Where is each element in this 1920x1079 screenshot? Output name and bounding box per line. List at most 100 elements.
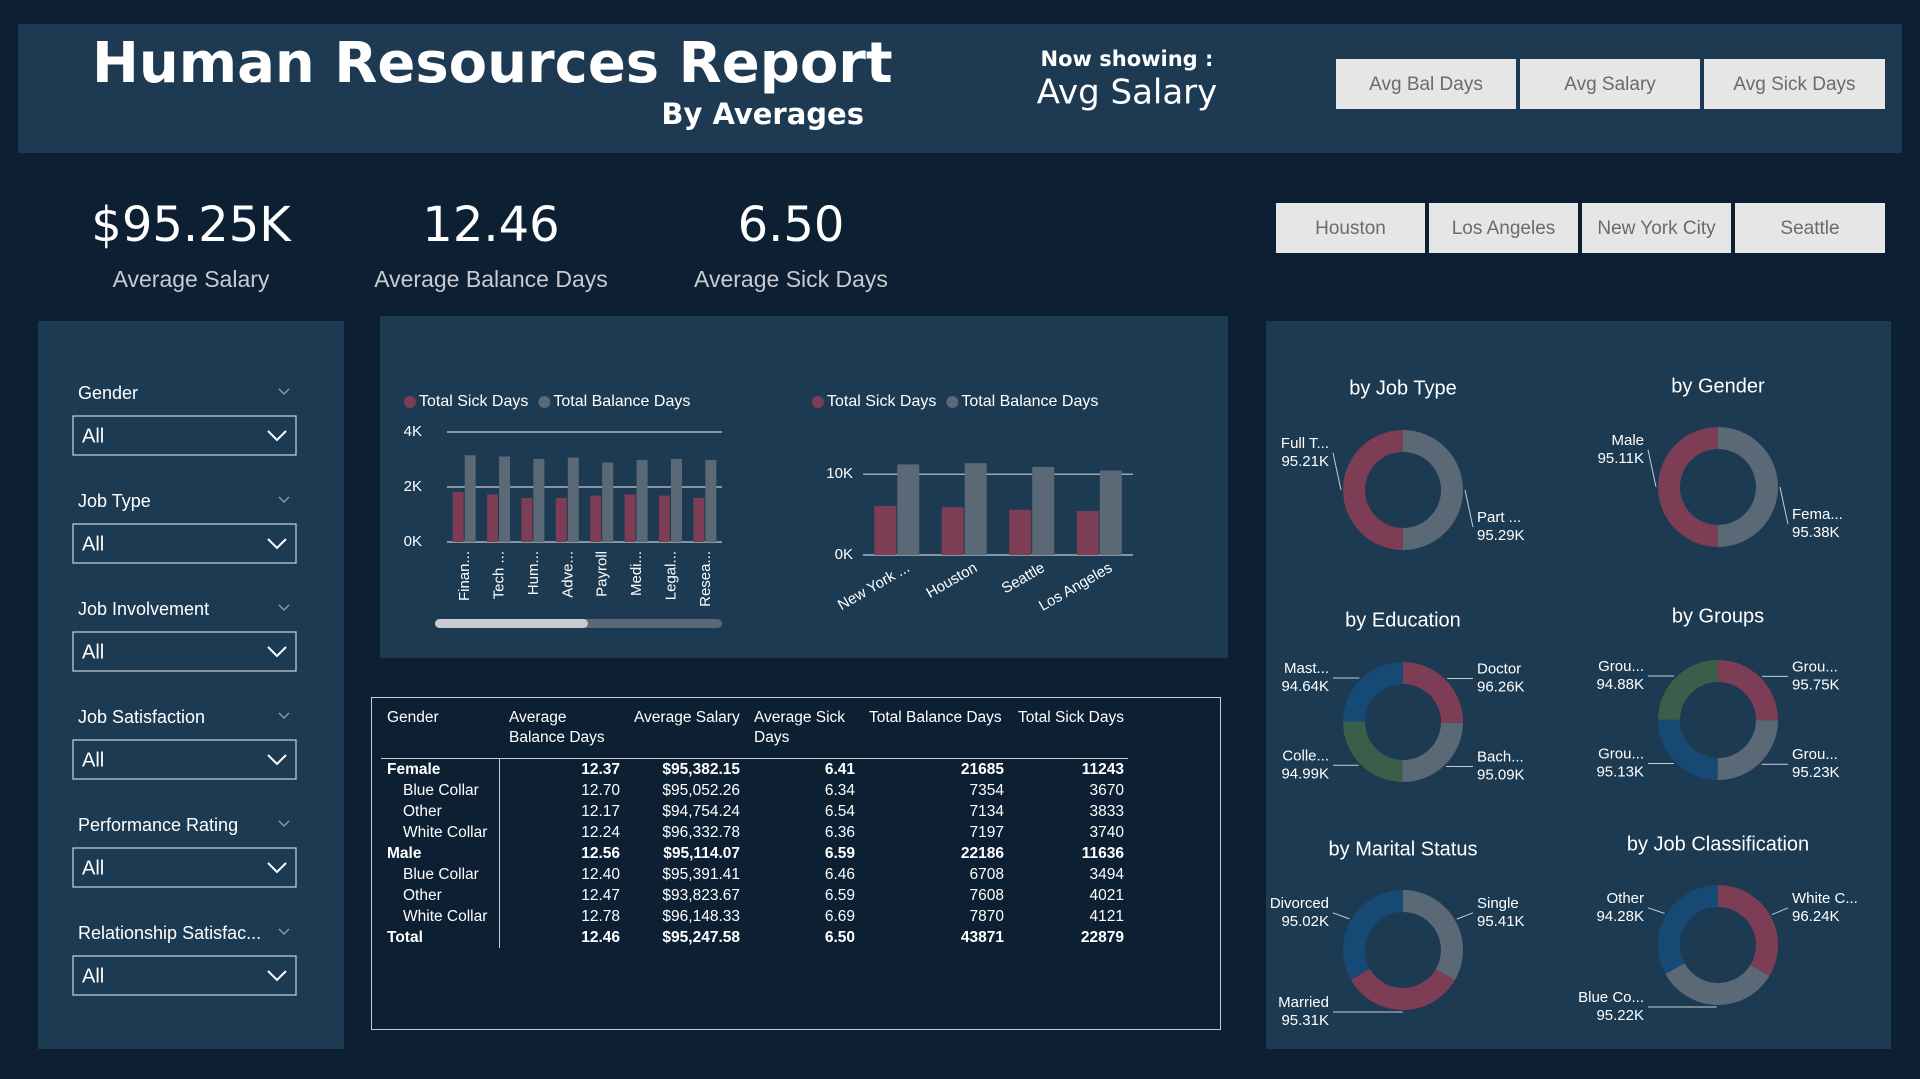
- donut-slice: [1402, 722, 1463, 782]
- donut-label: Single: [1477, 895, 1519, 912]
- donut-title: by Gender: [1671, 375, 1765, 397]
- dropdown-chevron[interactable]: [267, 970, 287, 982]
- city-button[interactable]: [1582, 203, 1731, 253]
- x-tick-label: Medi...: [628, 551, 645, 596]
- dropdown-chevron[interactable]: [267, 430, 287, 442]
- bar: [1076, 510, 1099, 555]
- bar: [602, 462, 614, 542]
- kpi-value: 12.46: [422, 197, 559, 253]
- view-button[interactable]: [1336, 59, 1516, 109]
- donut-label: Married: [1278, 994, 1329, 1011]
- filter-value[interactable]: All: [82, 425, 104, 447]
- cell: $95,382.15: [662, 761, 740, 778]
- detail-row: White Collar 12.78 $96,148.33 6.69 7870 4121: [381, 906, 1128, 927]
- x-tick-label: Adve...: [559, 551, 576, 598]
- city-button-label[interactable]: Houston: [1315, 218, 1386, 239]
- row-label: Blue Collar: [381, 864, 500, 885]
- row-label: Other: [381, 801, 500, 822]
- filter-dropdown[interactable]: [72, 739, 297, 780]
- row-label: Other: [381, 885, 500, 906]
- filter-collapse-icon: [278, 496, 290, 504]
- city-button[interactable]: [1735, 203, 1885, 253]
- donut-label: Doctor: [1477, 660, 1521, 677]
- bar: [452, 491, 464, 542]
- filter-value[interactable]: All: [82, 533, 104, 555]
- leader-line: [1332, 452, 1342, 491]
- bar: [658, 495, 670, 542]
- leader-line: [1456, 912, 1474, 920]
- donut-value-label: 94.64K: [1281, 678, 1329, 695]
- cell: 6.46: [824, 866, 855, 883]
- bar: [897, 464, 920, 555]
- donut-label: Fema...: [1792, 506, 1843, 523]
- leader-line: [1647, 449, 1657, 487]
- donut-slice: [1718, 885, 1778, 977]
- cell: 12.37: [581, 761, 620, 778]
- cell: 12.17: [581, 803, 620, 820]
- filter-dropdown[interactable]: [72, 955, 297, 996]
- leader-line: [1464, 489, 1474, 528]
- table-head: Gender Average Balance Days Average Salary…: [381, 704, 1128, 759]
- cell: 6.59: [824, 845, 855, 862]
- filter-dropdown[interactable]: [72, 415, 297, 456]
- detail-row: Other 12.17 $94,754.24 6.54 7134 3833: [381, 801, 1128, 822]
- dropdown-chevron[interactable]: [267, 862, 287, 874]
- donut-slice: [1343, 890, 1403, 980]
- column-header: Average Sick Days: [744, 704, 859, 759]
- cell: 7134: [969, 803, 1004, 820]
- donut-label: Divorced: [1270, 895, 1329, 912]
- filter-dropdown[interactable]: [72, 847, 297, 888]
- view-button[interactable]: [1520, 59, 1700, 109]
- filter-label: Gender: [78, 383, 138, 403]
- filter-value[interactable]: All: [82, 965, 104, 987]
- city-button[interactable]: [1429, 203, 1578, 253]
- bar: [555, 498, 567, 542]
- dropdown-chevron[interactable]: [267, 538, 287, 550]
- filter-dropdown[interactable]: [72, 523, 297, 564]
- bar: [705, 460, 717, 542]
- bar: [1009, 509, 1032, 555]
- summary-table: Gender Average Balance Days Average Salary…: [371, 697, 1221, 1030]
- legend-label: Total Balance Days: [961, 393, 1098, 410]
- donut-slice: [1658, 660, 1718, 720]
- scrollbar-thumb[interactable]: [435, 619, 588, 628]
- city-button-label[interactable]: Los Angeles: [1452, 218, 1556, 239]
- donut-slice: [1717, 427, 1779, 547]
- column-header: Average Salary: [624, 704, 744, 759]
- filter-value[interactable]: All: [82, 857, 104, 879]
- group-row: Male 12.56 $95,114.07 6.59 22186 11636: [381, 843, 1128, 864]
- cell: 6.54: [824, 803, 855, 820]
- view-button-label[interactable]: Avg Salary: [1564, 74, 1656, 95]
- filter-collapse-icon: [278, 820, 290, 828]
- filter-value[interactable]: All: [82, 749, 104, 771]
- cell: 7197: [969, 824, 1004, 841]
- filter-value[interactable]: All: [82, 641, 104, 663]
- legend-marker: [404, 396, 416, 408]
- filter-collapse-icon: [278, 388, 290, 396]
- view-button-label[interactable]: Avg Sick Days: [1733, 74, 1855, 95]
- city-button[interactable]: [1276, 203, 1425, 253]
- x-tick-label: Payroll: [594, 551, 611, 597]
- legend-marker: [946, 396, 959, 408]
- legend-marker: [812, 396, 824, 408]
- donut-label: White C...: [1792, 890, 1858, 907]
- city-button-label[interactable]: Seattle: [1780, 218, 1839, 239]
- filter-label: Relationship Satisfac...: [78, 923, 261, 943]
- dropdown-chevron[interactable]: [267, 754, 287, 766]
- kpi-label: Average Sick Days: [694, 266, 888, 292]
- column-header: Total Sick Days: [1008, 704, 1128, 759]
- donut-title: by Job Type: [1349, 377, 1456, 399]
- cell: 4121: [1089, 908, 1124, 925]
- filter-dropdown[interactable]: [72, 631, 297, 672]
- view-button-label[interactable]: Avg Bal Days: [1369, 74, 1483, 95]
- view-button[interactable]: [1704, 59, 1885, 109]
- cell: 12.47: [581, 887, 620, 904]
- city-button-label[interactable]: New York City: [1597, 218, 1716, 239]
- donut-slice: [1342, 721, 1403, 782]
- dropdown-chevron[interactable]: [267, 646, 287, 658]
- kpi-label: Average Balance Days: [374, 266, 608, 292]
- bar: [533, 458, 545, 542]
- donut-value-label: 95.21K: [1281, 453, 1329, 470]
- cell: $95,247.58: [662, 929, 740, 946]
